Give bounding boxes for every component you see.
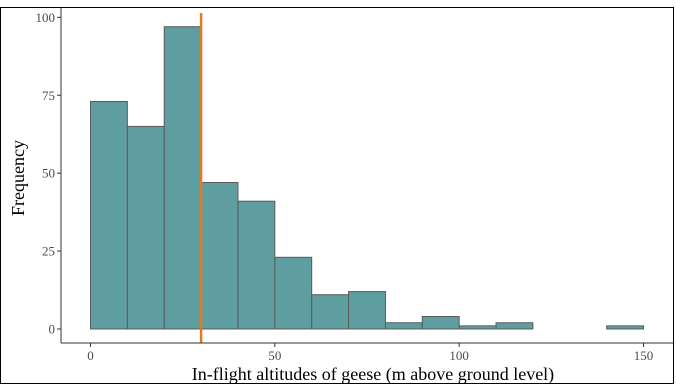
histogram-bar-50-60 [274,256,313,330]
histogram-bar-110-120 [495,322,534,330]
x-axis-title: In-flight altitudes of geese (m above gr… [192,364,554,384]
y-tick-label: 75 [42,88,55,103]
x-tick-label: 50 [268,348,281,363]
axes-layer [60,8,673,344]
x-ticks: 0 50 100 150 [87,343,653,363]
histogram-bar-20-30 [163,26,202,330]
histogram-bar-10-20 [126,125,165,330]
bars-layer [89,26,645,330]
histogram-bar-40-50 [237,200,276,330]
y-ticks: 0 25 50 75 100 [36,10,61,336]
histogram-bar-100-110 [458,325,497,330]
histogram-bar-60-70 [311,294,350,330]
x-tick-label: 100 [449,348,469,363]
y-tick-label: 0 [49,321,56,336]
histogram-bar-70-80 [348,291,386,330]
histogram-bar-80-90 [384,322,423,330]
y-axis-title: Frequency [8,140,28,216]
histogram-bar-90-100 [421,316,460,330]
x-tick-label: 0 [87,348,94,363]
y-tick-label: 100 [36,10,56,25]
histogram-bar-30-40 [200,182,239,330]
x-tick-label: 150 [634,348,654,363]
histogram-bar-0-10 [89,100,128,330]
y-tick-label: 25 [42,244,55,259]
histogram-bar-140-150 [606,325,645,330]
y-tick-label: 50 [42,166,55,181]
